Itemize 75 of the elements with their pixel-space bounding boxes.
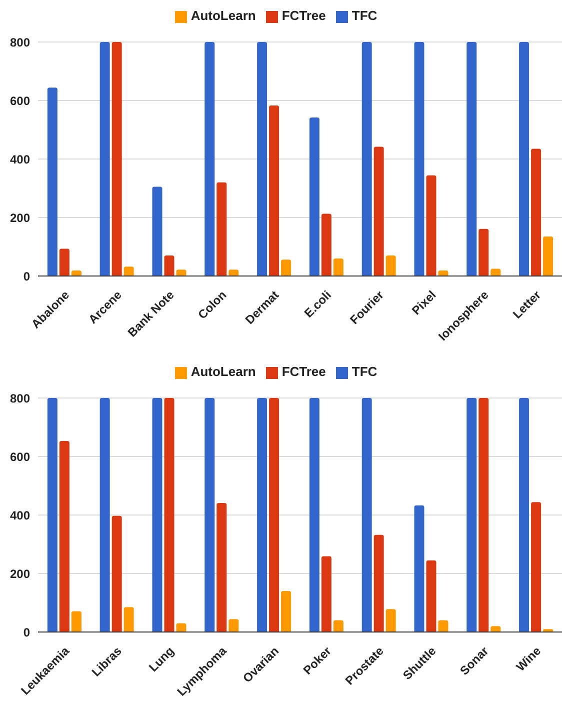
bar: [414, 42, 424, 276]
bar: [321, 214, 332, 276]
bar: [124, 266, 134, 276]
bar: [490, 626, 501, 632]
bar: [100, 42, 110, 276]
bar: [228, 619, 239, 632]
bar: [176, 270, 186, 276]
legend-label: FCTree: [282, 364, 326, 379]
bar: [59, 248, 70, 276]
bar: [216, 182, 227, 276]
bar: [519, 398, 530, 632]
legend-label: AutoLearn: [190, 364, 256, 379]
bar: [466, 398, 477, 632]
bar: [164, 256, 174, 276]
bar: [309, 398, 320, 632]
bar: [216, 503, 227, 632]
y-tick-label: 400: [10, 152, 30, 166]
bar: [333, 620, 344, 632]
y-tick-label: 0: [23, 269, 30, 284]
bar: [47, 398, 58, 632]
bar: [152, 186, 162, 276]
bar: [478, 228, 489, 276]
y-tick-label: 400: [10, 508, 30, 522]
bar: [386, 256, 396, 276]
bar: [281, 260, 292, 276]
bar: [269, 398, 280, 632]
bar: [466, 42, 477, 276]
bar: [426, 560, 436, 632]
bar: [374, 146, 384, 276]
bar: [100, 398, 110, 632]
legend-label: AutoLearn: [190, 8, 256, 23]
bar: [71, 270, 82, 276]
bar: [333, 258, 344, 276]
bar: [112, 42, 122, 276]
y-tick-label: 200: [10, 566, 30, 581]
y-tick-label: 800: [10, 391, 30, 406]
bar: [543, 236, 554, 276]
bar: [438, 270, 448, 276]
bar: [414, 505, 424, 632]
bar: [124, 607, 134, 632]
y-tick-label: 800: [10, 35, 30, 50]
bar: [269, 105, 280, 276]
bar: [426, 175, 436, 276]
legend-label: TFC: [352, 364, 378, 379]
y-tick-label: 600: [10, 94, 30, 108]
bar: [152, 398, 162, 632]
bar: [362, 42, 372, 276]
bar: [438, 620, 448, 632]
bar: [257, 398, 268, 632]
legend-label: TFC: [352, 8, 378, 23]
bar: [47, 88, 58, 276]
y-tick-label: 600: [10, 450, 30, 464]
bar: [112, 516, 122, 632]
bar: [59, 441, 70, 632]
bar: [490, 268, 501, 276]
bar: [321, 556, 332, 632]
bar: [309, 117, 320, 276]
bar: [71, 611, 82, 632]
bar: [519, 42, 530, 276]
bar: [281, 591, 292, 632]
bar: [386, 609, 396, 632]
y-tick-label: 200: [10, 210, 30, 225]
bar: [374, 534, 384, 632]
bar: [362, 398, 372, 632]
bar: [531, 502, 542, 632]
bar: [164, 398, 174, 632]
bar: [257, 42, 268, 276]
bar: [228, 270, 239, 276]
bar: [478, 398, 489, 632]
y-tick-label: 0: [23, 625, 30, 640]
bar: [204, 398, 215, 632]
bar: [176, 623, 186, 632]
bar: [531, 148, 542, 276]
legend-label: FCTree: [282, 8, 326, 23]
bar: [204, 42, 215, 276]
